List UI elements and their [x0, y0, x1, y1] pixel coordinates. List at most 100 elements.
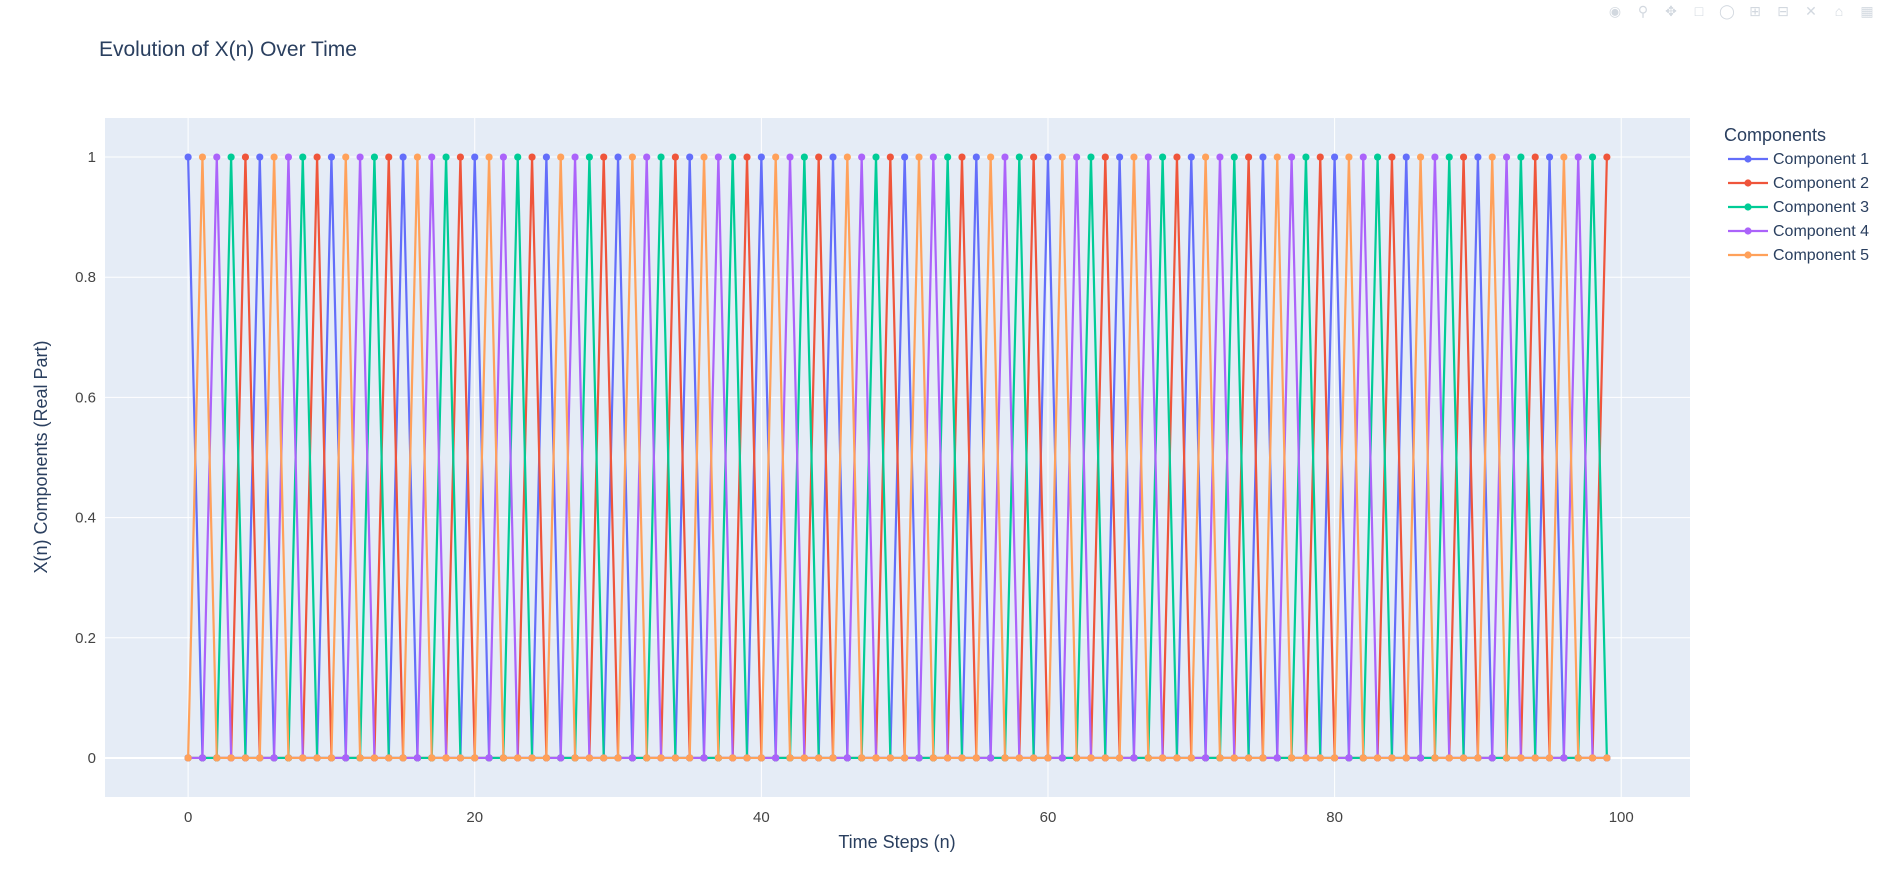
- series-5: [184, 153, 1611, 762]
- data-point: [1316, 754, 1324, 762]
- data-point: [499, 754, 507, 762]
- data-point: [585, 153, 593, 161]
- data-point: [1402, 153, 1410, 161]
- data-point: [1445, 153, 1453, 161]
- data-point: [1603, 153, 1611, 161]
- legend-label: Component 5: [1773, 247, 1869, 264]
- data-point: [714, 153, 722, 161]
- data-point: [270, 153, 278, 161]
- data-point: [327, 153, 336, 161]
- data-point: [1517, 754, 1525, 762]
- data-point: [1030, 754, 1038, 762]
- data-point: [198, 754, 207, 762]
- y-tick-label: 1: [88, 149, 96, 166]
- data-point: [872, 754, 880, 762]
- data-point: [399, 754, 407, 762]
- data-point: [1245, 153, 1253, 161]
- data-point: [901, 153, 909, 161]
- data-point: [628, 754, 636, 762]
- data-point: [1230, 153, 1238, 161]
- data-point: [757, 153, 765, 161]
- data-point: [1345, 754, 1353, 762]
- data-point: [270, 754, 278, 762]
- data-point: [972, 754, 980, 762]
- reset-axes-icon[interactable]: ⌂: [1834, 3, 1844, 19]
- data-point: [1058, 153, 1066, 161]
- data-point: [1101, 754, 1109, 762]
- data-point: [213, 754, 221, 762]
- data-point: [1574, 754, 1582, 762]
- data-point: [571, 754, 579, 762]
- data-point: [442, 153, 450, 161]
- data-point: [944, 153, 952, 161]
- data-point: [1288, 754, 1296, 762]
- legend-label: Component 1: [1773, 151, 1869, 168]
- data-point: [1416, 153, 1425, 161]
- data-point: [1431, 153, 1439, 161]
- camera-icon[interactable]: ◉: [1608, 2, 1622, 19]
- chart-title: Evolution of X(n) Over Time: [99, 38, 357, 61]
- data-point: [1173, 754, 1181, 762]
- legend-item[interactable]: Component 2: [1728, 175, 1869, 192]
- data-point: [1001, 153, 1009, 161]
- data-point: [643, 754, 651, 762]
- data-point: [743, 754, 751, 762]
- data-point: [1574, 153, 1582, 161]
- x-tick-label: 0: [184, 809, 192, 826]
- data-point: [385, 754, 393, 762]
- data-point: [671, 754, 679, 762]
- legend-item[interactable]: Component 4: [1728, 223, 1869, 240]
- data-point: [700, 754, 708, 762]
- modebar: ◉ ⚲ ✥ □ ◯ ⊞ ⊟ ✕ ⌂ ▦: [1604, 2, 1878, 20]
- pan-icon[interactable]: ✥: [1665, 2, 1677, 19]
- lasso-icon[interactable]: ◯: [1719, 2, 1735, 19]
- data-point: [1502, 153, 1511, 161]
- data-point: [1044, 754, 1052, 762]
- box-select-icon[interactable]: □: [1694, 3, 1704, 19]
- data-point: [1187, 754, 1195, 762]
- data-point: [886, 153, 894, 161]
- data-point: [600, 754, 608, 762]
- data-point: [241, 153, 250, 161]
- legend-marker: [1744, 227, 1752, 235]
- legend-item[interactable]: Component 1: [1728, 151, 1869, 168]
- data-point: [1373, 754, 1382, 762]
- data-point: [1202, 754, 1210, 762]
- data-point: [886, 754, 894, 762]
- data-point: [1545, 153, 1554, 161]
- y-tick-label: 0.4: [75, 510, 96, 527]
- zoom-in-icon[interactable]: ⊞: [1749, 2, 1761, 19]
- data-point: [1230, 754, 1238, 762]
- data-point: [1330, 754, 1339, 762]
- data-point: [1588, 153, 1597, 161]
- data-point: [628, 153, 636, 161]
- data-point: [1073, 754, 1081, 762]
- legend-marker: [1744, 203, 1752, 211]
- zoom-out-icon[interactable]: ⊟: [1777, 2, 1789, 19]
- data-point: [1402, 754, 1410, 762]
- legend-item[interactable]: Component 5: [1728, 247, 1869, 264]
- data-point: [1603, 754, 1611, 762]
- y-tick-label: 0: [88, 750, 96, 767]
- legend-item[interactable]: Component 3: [1728, 199, 1869, 216]
- data-point: [1316, 153, 1324, 161]
- data-point: [213, 153, 221, 161]
- data-point: [1116, 754, 1124, 762]
- data-point: [413, 153, 422, 161]
- data-point: [370, 754, 379, 762]
- data-point: [1459, 153, 1468, 161]
- data-point: [571, 153, 579, 161]
- autoscale-icon[interactable]: ✕: [1805, 2, 1817, 19]
- zoom-icon[interactable]: ⚲: [1637, 2, 1649, 19]
- data-point: [757, 754, 765, 762]
- data-point: [1273, 754, 1281, 762]
- data-point: [1373, 153, 1382, 161]
- data-point: [1416, 754, 1425, 762]
- data-point: [1488, 153, 1496, 161]
- data-point: [1388, 754, 1396, 762]
- data-point: [600, 153, 608, 161]
- legend-marker: [1744, 155, 1752, 163]
- data-point: [772, 754, 780, 762]
- data-point: [1116, 153, 1124, 161]
